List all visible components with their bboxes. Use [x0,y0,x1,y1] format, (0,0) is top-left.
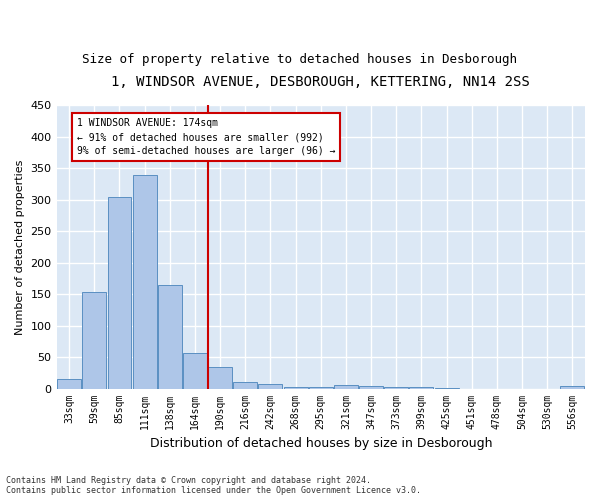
Bar [82,292,106,388]
Bar [560,386,584,388]
Bar [183,352,207,388]
Text: Contains HM Land Registry data © Crown copyright and database right 2024.
Contai: Contains HM Land Registry data © Crown c… [6,476,421,495]
Text: Size of property relative to detached houses in Desborough: Size of property relative to detached ho… [83,52,517,66]
Title: 1, WINDSOR AVENUE, DESBOROUGH, KETTERING, NN14 2SS: 1, WINDSOR AVENUE, DESBOROUGH, KETTERING… [112,75,530,89]
Bar [259,384,283,388]
Bar [385,386,408,388]
Bar [359,386,383,388]
Bar [57,379,81,388]
Bar [233,382,257,388]
Bar [334,386,358,388]
Bar [133,174,157,388]
Text: 1 WINDSOR AVENUE: 174sqm
← 91% of detached houses are smaller (992)
9% of semi-d: 1 WINDSOR AVENUE: 174sqm ← 91% of detach… [77,118,335,156]
Bar [208,366,232,388]
Bar [284,386,308,388]
Bar [158,284,182,389]
Bar [107,196,131,388]
X-axis label: Distribution of detached houses by size in Desborough: Distribution of detached houses by size … [149,437,492,450]
Y-axis label: Number of detached properties: Number of detached properties [15,160,25,334]
